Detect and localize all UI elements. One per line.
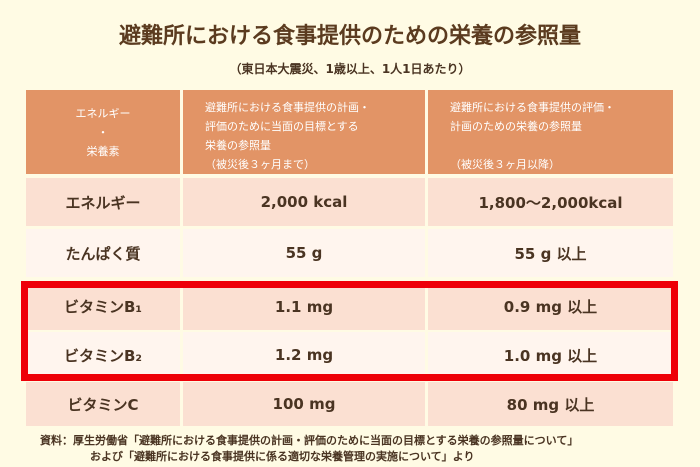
page-title: 避難所における食事提供のための栄養の参照量 (118, 24, 581, 49)
row-value: 80 mg 以上 (428, 382, 673, 426)
page-subtitle: （東日本大震災、1歳以上、1人1日あたり） (229, 62, 471, 76)
row-value: 2,000 kcal (183, 178, 425, 226)
row-label: ビタミンB₁ (26, 283, 180, 330)
source-note: 資料：厚生労働省「避難所における食事提供の計画・評価のために当面の目標とする栄養… (40, 433, 578, 465)
row-value: 1.0 mg 以上 (428, 332, 673, 378)
source-line-2: および「避難所における食事提供に係る適切な栄養管理の実施について」より (90, 450, 475, 463)
row-value: 100 mg (183, 382, 425, 426)
row-value: 0.9 mg 以上 (428, 283, 673, 330)
row-value: 55 g 以上 (428, 229, 673, 277)
row-value: 55 g (183, 229, 425, 277)
header-until-3-months: 避難所における食事提供の計画・ 評価のために当面の目標とする 栄養の参照量 （被… (183, 90, 425, 174)
source-line-1: 資料：厚生労働省「避難所における食事提供の計画・評価のために当面の目標とする栄養… (40, 434, 579, 447)
row-value: 1,800～2,000kcal (428, 178, 673, 226)
row-value: 1.2 mg (183, 332, 425, 378)
row-label: ビタミンB₂ (26, 332, 180, 378)
row-label: ビタミンC (26, 382, 180, 426)
header-nutrient: エネルギー ・ 栄養素 (26, 90, 180, 174)
row-label: エネルギー (26, 178, 180, 226)
vitamin-b-highlight-box (21, 281, 678, 381)
row-value: 1.1 mg (183, 283, 425, 330)
header-after-3-months: 避難所における食事提供の評価・ 計画のための栄養の参照量 （被災後３ヶ月以降） (428, 90, 673, 174)
row-label: たんぱく質 (26, 229, 180, 277)
